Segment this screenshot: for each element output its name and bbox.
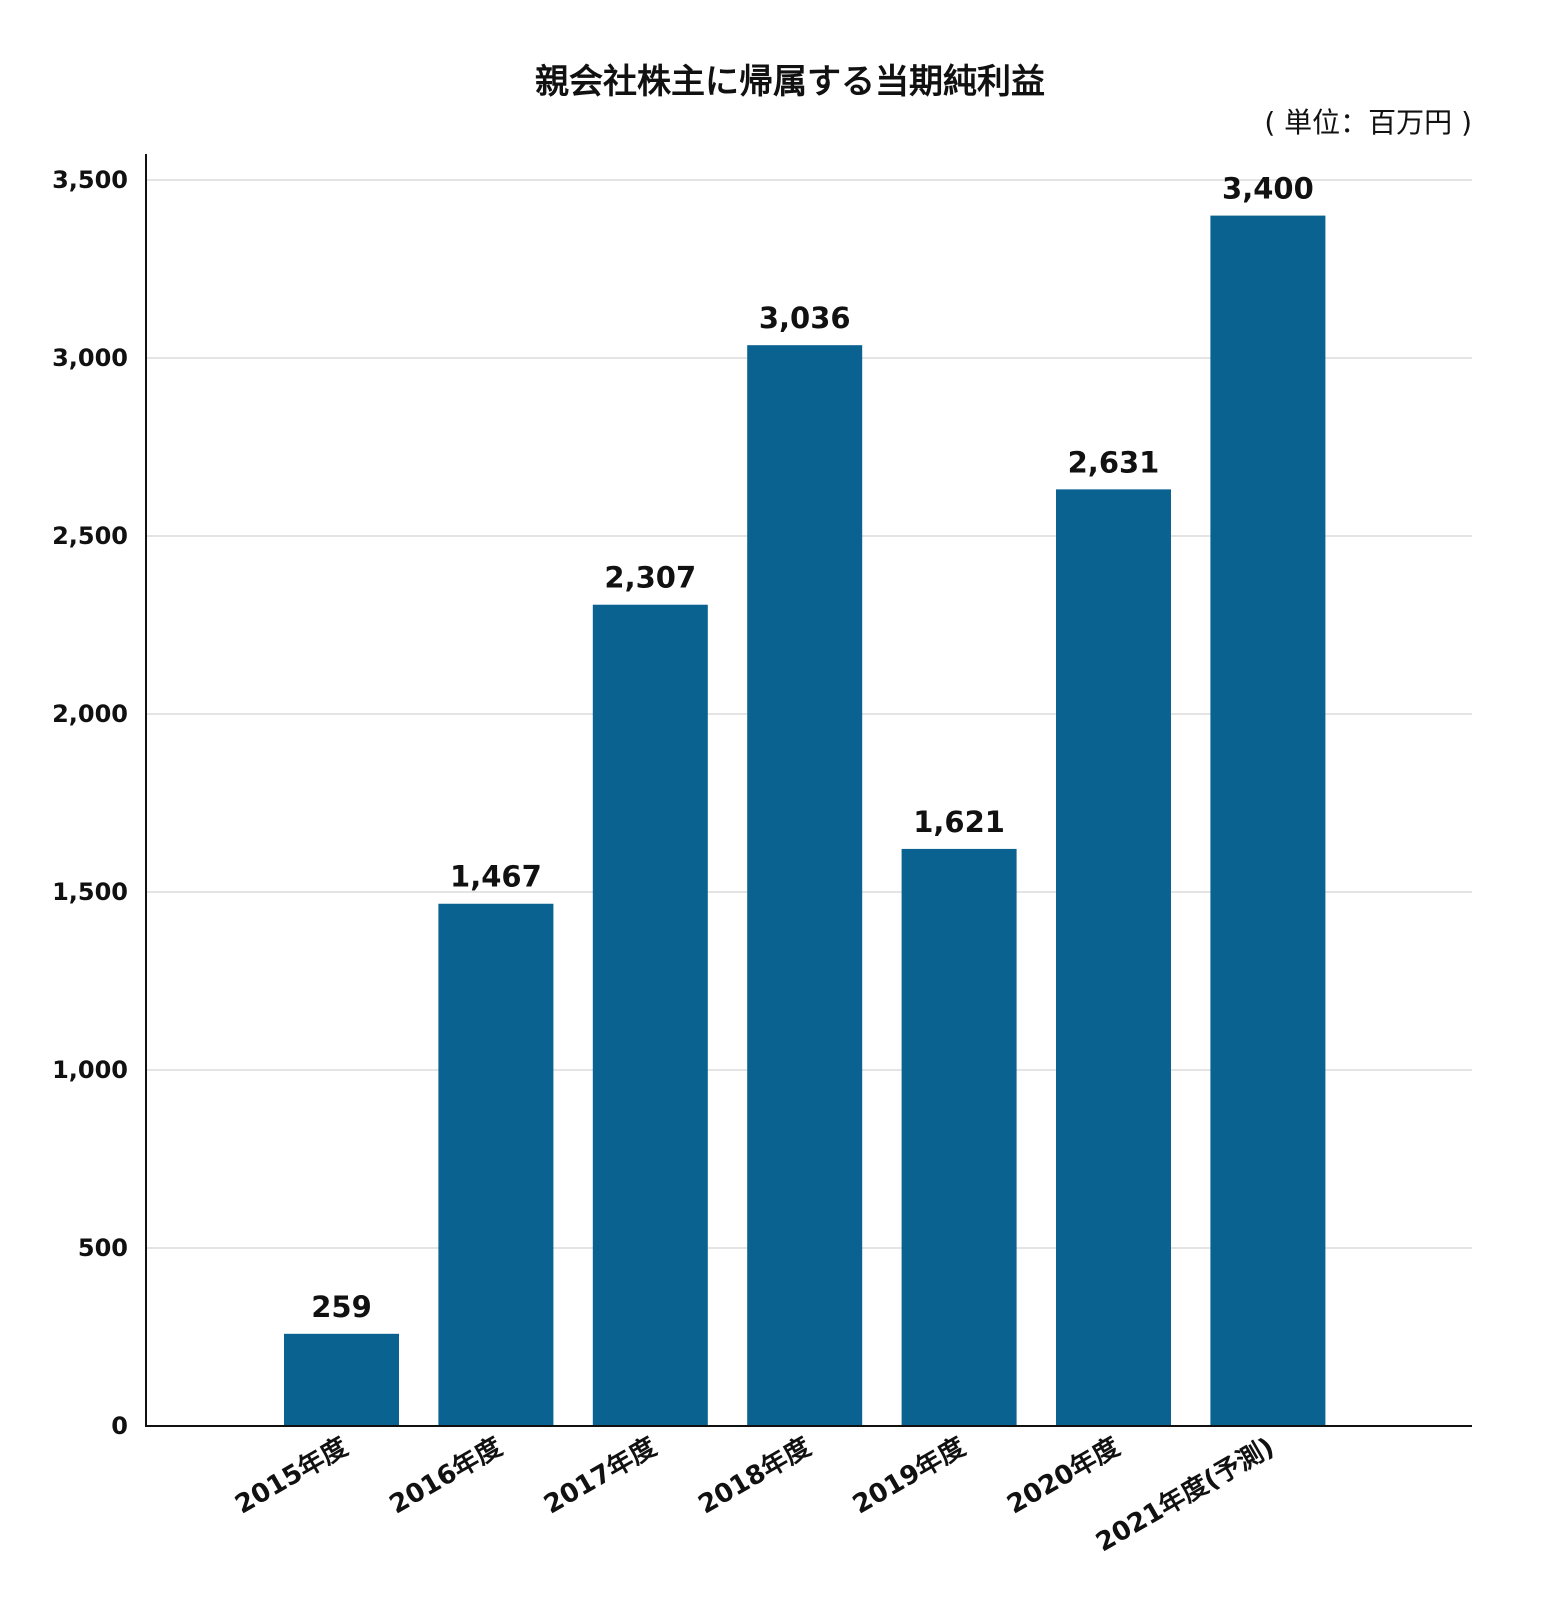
bar (284, 1333, 399, 1426)
x-category-label: 2018年度 (693, 1431, 816, 1520)
y-tick-label: 2,500 (52, 522, 128, 550)
bar-value-label: 2,631 (1068, 445, 1160, 479)
bar-value-label: 3,400 (1222, 172, 1314, 206)
bar-value-label: 1,467 (450, 860, 542, 894)
y-tick-label: 2,000 (52, 700, 128, 728)
y-tick-label: 3,000 (52, 344, 128, 372)
data-labels: 259 1,467 2,307 3,036 1,621 2,631 3,400 (311, 172, 1314, 1324)
x-axis-category-labels: 2015年度 2016年度 2017年度 2018年度 2019年度 2020年度2021… (230, 1431, 1280, 1558)
bar (1210, 215, 1326, 1427)
y-tick-label: 0 (111, 1412, 128, 1440)
bar (438, 903, 554, 1426)
y-tick-label: 3,500 (52, 166, 128, 194)
x-category-label: 2020年度 (1002, 1431, 1125, 1520)
bar-value-label: 1,621 (913, 805, 1005, 839)
bar-value-label: 259 (311, 1290, 372, 1324)
bar (592, 604, 708, 1426)
y-tick-label: 1,500 (52, 878, 128, 906)
bar-value-label: 3,036 (759, 301, 851, 335)
x-category-label: 2016年度 (384, 1431, 507, 1520)
x-category-label: 2019年度 (847, 1431, 970, 1520)
x-category-label: 2017年度 (539, 1431, 662, 1520)
y-tick-label: 500 (78, 1234, 128, 1262)
unit-label: ( 単位：百万円 ) (1264, 106, 1472, 139)
x-category-label: 2015年度 (230, 1431, 353, 1520)
chart-title: 親会社株主に帰属する当期純利益 (535, 62, 1045, 102)
y-tick-label: 1,000 (52, 1056, 128, 1084)
bars (284, 215, 1326, 1427)
bar (1056, 489, 1171, 1426)
bar (901, 848, 1017, 1426)
bar-value-label: 2,307 (604, 561, 696, 595)
bar (747, 345, 863, 1427)
y-axis-tick-labels: 0 500 1,000 1,500 2,000 2,500 3,000 3,500 (52, 166, 128, 1440)
